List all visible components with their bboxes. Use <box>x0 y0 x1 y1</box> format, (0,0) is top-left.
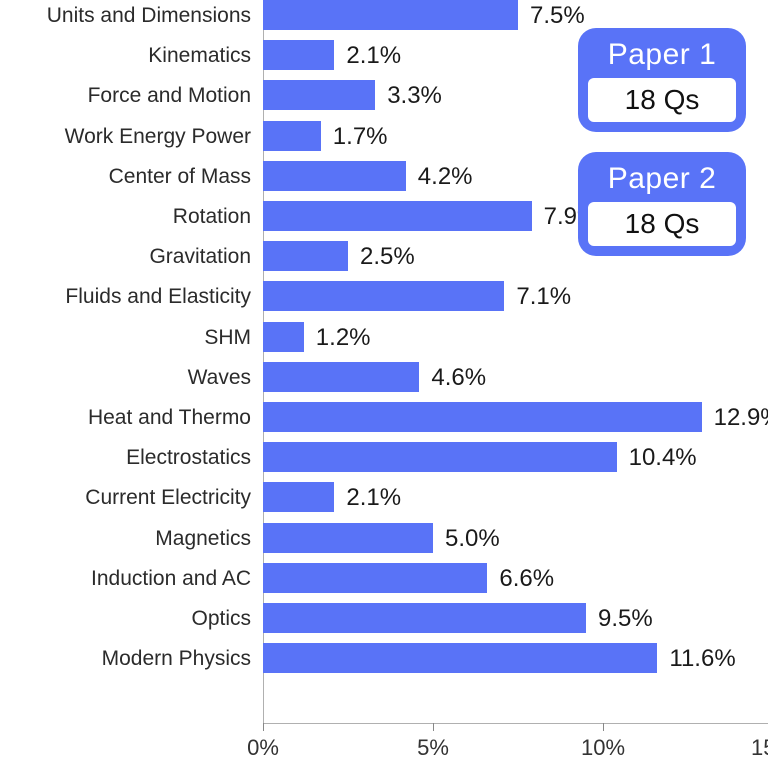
value-label: 3.3% <box>387 82 442 110</box>
bar <box>263 523 433 553</box>
category-label: Induction and AC <box>0 567 251 591</box>
category-label: Magnetics <box>0 527 251 551</box>
value-label: 6.6% <box>499 565 554 593</box>
bar <box>263 0 518 30</box>
value-label: 11.6% <box>669 645 735 673</box>
bar <box>263 241 348 271</box>
bar <box>263 603 586 633</box>
value-label: 1.2% <box>316 324 371 352</box>
paper-badge: Paper 2 18 Qs <box>578 152 746 256</box>
value-label: 2.1% <box>346 484 401 512</box>
bar <box>263 201 532 231</box>
x-tick-mark <box>433 723 434 731</box>
value-label: 7.1% <box>516 283 571 311</box>
value-label: 5.0% <box>445 525 500 553</box>
bar <box>263 121 321 151</box>
category-label: Kinematics <box>0 44 251 68</box>
bar <box>263 80 375 110</box>
value-label: 2.5% <box>360 243 415 271</box>
bar <box>263 563 487 593</box>
paper-badge-body: 18 Qs <box>588 78 736 122</box>
value-label: 9.5% <box>598 605 653 633</box>
paper-badge-title: Paper 2 <box>588 162 736 196</box>
category-label: Units and Dimensions <box>0 4 251 28</box>
bar <box>263 643 657 673</box>
x-tick-mark <box>603 723 604 731</box>
value-label: 4.2% <box>418 163 473 191</box>
x-tick-label: 0% <box>247 735 279 761</box>
x-tick-label: 5% <box>417 735 449 761</box>
category-label: Waves <box>0 366 251 390</box>
category-label: Work Energy Power <box>0 125 251 149</box>
bar <box>263 281 504 311</box>
category-label: Current Electricity <box>0 486 251 510</box>
category-label: Electrostatics <box>0 446 251 470</box>
bar <box>263 442 617 472</box>
paper-badge-body: 18 Qs <box>588 202 736 246</box>
value-label: 2.1% <box>346 42 401 70</box>
category-label: Gravitation <box>0 245 251 269</box>
category-label: Modern Physics <box>0 647 251 671</box>
bar <box>263 161 406 191</box>
paper-badge: Paper 1 18 Qs <box>578 28 746 132</box>
bar <box>263 40 334 70</box>
category-label: Heat and Thermo <box>0 406 251 430</box>
category-label: Fluids and Elasticity <box>0 285 251 309</box>
x-tick-label: 15% <box>751 735 768 761</box>
value-label: 1.7% <box>333 123 388 151</box>
value-label: 12.9% <box>714 404 768 432</box>
bar <box>263 362 419 392</box>
bar <box>263 482 334 512</box>
value-label: 10.4% <box>629 444 697 472</box>
category-label: SHM <box>0 326 251 350</box>
category-label: Center of Mass <box>0 165 251 189</box>
paper-badge-title: Paper 1 <box>588 38 736 72</box>
topic-weight-bar-chart: 0% 5% 10% 15% Units and Dimensions 7.5% Kinema… <box>0 0 768 768</box>
x-tick-mark <box>263 723 264 731</box>
category-label: Optics <box>0 607 251 631</box>
value-label: 4.6% <box>431 364 486 392</box>
category-label: Force and Motion <box>0 84 251 108</box>
category-label: Rotation <box>0 205 251 229</box>
x-tick-label: 10% <box>581 735 625 761</box>
bar <box>263 402 702 432</box>
value-label: 7.5% <box>530 2 585 30</box>
x-axis-line <box>263 723 768 724</box>
bar <box>263 322 304 352</box>
